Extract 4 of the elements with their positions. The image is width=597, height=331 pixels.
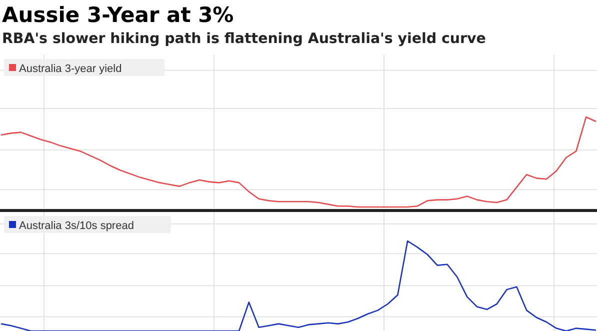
- legend-label: Australia 3s/10s spread: [19, 220, 134, 232]
- chart-subtitle: RBA's slower hiking path is flattening Australia's yield curve: [2, 31, 486, 47]
- chart-title: Aussie 3-Year at 3%: [2, 3, 234, 27]
- legend-label: Australia 3-year yield: [19, 63, 122, 75]
